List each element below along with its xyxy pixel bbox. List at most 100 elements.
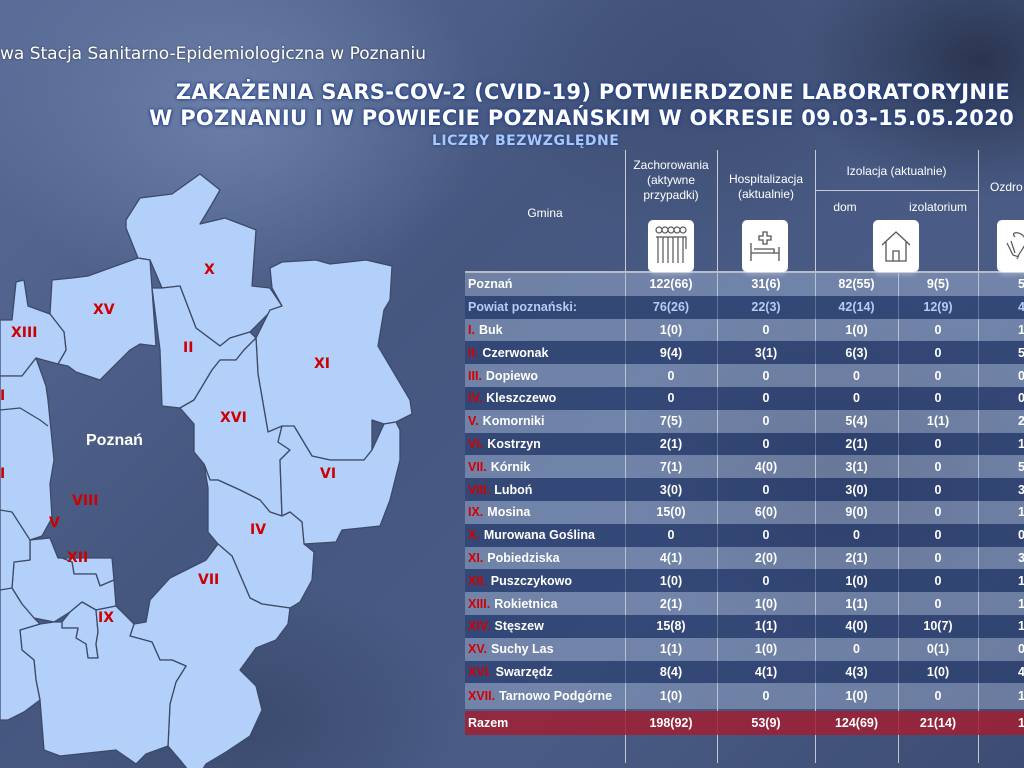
table-row: X. Murowana Goślina 0 0 0 0 0 [465, 523, 1024, 547]
cell-ozdrowiency: 5 [1018, 277, 1024, 292]
cell-dom: 0 [853, 368, 860, 383]
hospital-bed-icon [742, 220, 788, 272]
cell-izolatorium: 0 [934, 322, 942, 337]
row-name: X. Murowana Goślina [468, 528, 595, 543]
cell-dom: 1(0) [845, 573, 868, 588]
cell-zachorowania: 0 [667, 391, 675, 406]
table-row: IX. Mosina 15(0) 6(0) 9(0) 0 1 [465, 500, 1024, 524]
region-label-vi: VI [320, 466, 337, 482]
cell-hospitalizacja: 1(0) [754, 642, 778, 657]
cell-dom: 3(1) [845, 459, 868, 474]
header-izolatorium: izolatorium [908, 200, 968, 214]
row-name: II. Czerwonak [468, 345, 549, 360]
cell-ozdrowiency: 3 [1018, 482, 1024, 497]
house-icon [873, 220, 919, 272]
table-row: XII. Puszczykowo 1(0) 0 1(0) 0 1 [465, 569, 1024, 593]
region-label-edge-1: I [0, 388, 6, 404]
cell-dom: 6(3) [845, 345, 868, 360]
cell-zachorowania: 1(1) [659, 642, 683, 657]
cell-ozdrowiency: 1( [1018, 716, 1024, 731]
cell-izolatorium: 0 [934, 528, 942, 543]
cell-izolatorium: 1(1) [926, 414, 950, 429]
cell-zachorowania: 3(0) [659, 482, 683, 497]
cell-izolatorium: 0 [934, 459, 942, 474]
region-label-x: X [204, 262, 215, 278]
cell-hospitalizacja: 4(1) [754, 664, 778, 679]
cell-hospitalizacja: 3(1) [754, 345, 778, 360]
cell-dom: 1(1) [845, 596, 868, 611]
cell-hospitalizacja: 0 [762, 573, 770, 588]
cell-ozdrowiency: 1 [1018, 596, 1024, 611]
cell-hospitalizacja: 0 [762, 368, 770, 383]
row-name: VI. Kostrzyn [468, 436, 541, 451]
table-row: VI. Kostrzyn 2(1) 0 2(1) 0 1 [465, 432, 1024, 456]
cell-izolatorium: 9(5) [926, 277, 950, 292]
row-name: V. Komorniki [468, 414, 545, 429]
row-name: I. Buk [468, 322, 503, 337]
row-name: III. Dopiewo [468, 368, 538, 383]
table-body: Poznań 122(66) 31(6) 82(55) 9(5) 5 Powia… [465, 273, 1024, 736]
cell-zachorowania: 7(5) [659, 414, 683, 429]
people-group-icon [648, 220, 694, 272]
cell-ozdrowiency: 3 [1018, 550, 1024, 565]
cell-ozdrowiency: 1 [1018, 689, 1024, 704]
cell-ozdrowiency: 1 [1018, 505, 1024, 520]
cell-ozdrowiency: 0 [1018, 368, 1024, 383]
cell-hospitalizacja: 0 [762, 528, 770, 543]
cell-izolatorium: 0 [934, 550, 942, 565]
header-izolacja: Izolacja (aktualnie) [846, 164, 947, 178]
cell-izolatorium: 0 [934, 689, 942, 704]
region-label-viii: VIII [72, 493, 99, 509]
cell-zachorowania: 76(26) [652, 300, 690, 315]
cell-hospitalizacja: 1(1) [754, 619, 778, 634]
cell-ozdrowiency: 1 [1018, 436, 1024, 451]
table-row: III. Dopiewo 0 0 0 0 0 [465, 364, 1024, 387]
cell-hospitalizacja: 1(0) [754, 596, 778, 611]
cell-dom: 4(0) [845, 619, 868, 634]
cell-zachorowania: 9(4) [659, 345, 683, 360]
region-label-vii: VII [198, 572, 220, 588]
cell-ozdrowiency: 1 [1018, 573, 1024, 588]
region-vi [277, 421, 401, 545]
cell-izolatorium: 0 [934, 345, 942, 360]
row-name: XIV. Stęszew [468, 619, 544, 634]
cell-zachorowania: 122(66) [649, 277, 693, 292]
cell-hospitalizacja: 0 [762, 689, 770, 704]
cell-dom: 5(4) [845, 414, 868, 429]
cell-dom: 42(14) [838, 300, 875, 315]
region-label-v: V [49, 515, 60, 531]
cell-ozdrowiency: 4 [1018, 664, 1024, 679]
region-label-xi: XI [314, 356, 331, 372]
table-row: VIII. Luboń 3(0) 0 3(0) 0 3 [465, 478, 1024, 501]
cell-zachorowania: 0 [667, 528, 675, 543]
row-name: XVII. Tarnowo Podgórne [468, 689, 613, 704]
title-line-2: W POZNANIU I W POWIECIE POZNAŃSKIM W OKR… [149, 106, 1014, 130]
row-name: IV. Kleszczewo [468, 391, 557, 406]
cell-zachorowania: 15(8) [656, 619, 686, 634]
row-name: XI. Pobiedziska [468, 550, 560, 565]
cell-izolatorium: 0 [934, 482, 942, 497]
cell-dom: 2(1) [845, 436, 868, 451]
header-hospitalizacja: Hospitalizacja (aktualnie) [728, 172, 804, 201]
cell-ozdrowiency: 0 [1018, 528, 1024, 543]
cell-hospitalizacja: 0 [762, 482, 770, 497]
city-label-poznan: Poznań [86, 432, 143, 449]
cell-dom: 9(0) [845, 505, 868, 520]
title-line-1: ZAKAŻENIA SARS-COV-2 (CVID-19) POTWIERDZ… [175, 80, 1010, 104]
region-label-edge-2: I [0, 466, 6, 482]
cell-ozdrowiency: 5 [1018, 345, 1024, 360]
cell-zachorowania: 4(1) [659, 550, 683, 565]
table-header: Gmina Zachorowania (aktywne przypadki) H… [465, 150, 1024, 273]
cell-izolatorium: 0 [934, 505, 942, 520]
cell-dom: 0 [853, 528, 860, 543]
table-row: XI. Pobiedziska 4(1) 2(0) 2(1) 0 3 [465, 546, 1024, 570]
subtitle: LICZBY BEZWZGLĘDNE [432, 133, 620, 149]
region-label-xvi: XVI [220, 410, 247, 426]
row-name: Poznań [468, 277, 513, 292]
table-row: XV. Suchy Las 1(1) 1(0) 0 0(1) 0 [465, 637, 1024, 661]
cell-izolatorium: 0 [934, 368, 942, 383]
table-row-powiat: Powiat poznański: 76(26) 22(3) 42(14) 12… [465, 295, 1024, 319]
row-name: VII. Kórnik [468, 459, 531, 474]
cell-ozdrowiency: 2 [1018, 414, 1024, 429]
cell-hospitalizacja: 6(0) [754, 505, 778, 520]
